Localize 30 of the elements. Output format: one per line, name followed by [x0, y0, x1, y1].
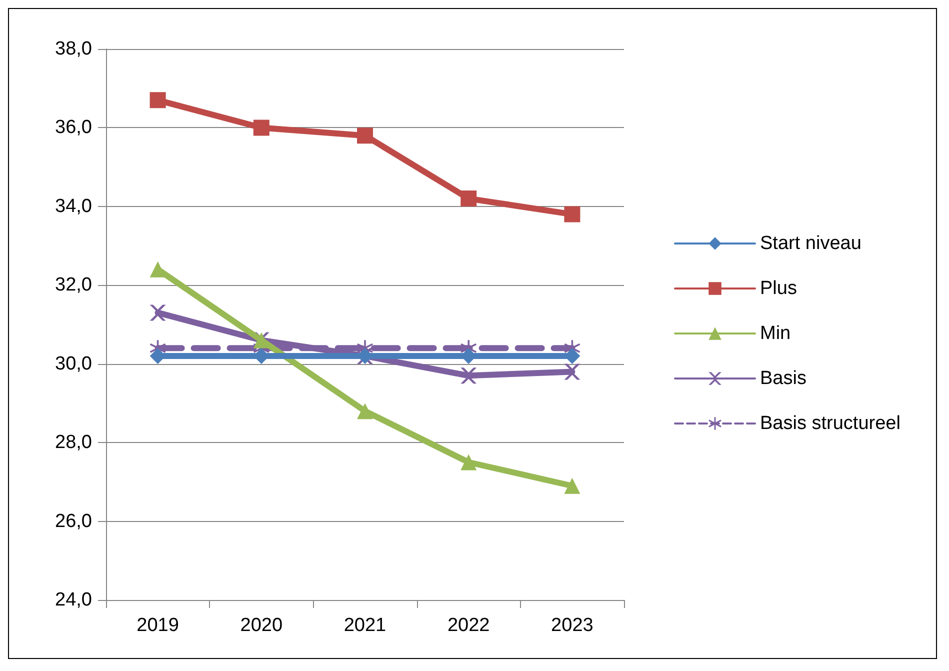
point: [460, 190, 477, 207]
point: [460, 368, 477, 384]
point: [253, 120, 270, 136]
legend-label: Plus: [760, 278, 797, 299]
y-tick-label: 34,0: [55, 196, 92, 217]
point: [357, 403, 373, 420]
point: [564, 478, 580, 494]
x-tick-label: 2019: [136, 615, 179, 636]
x-tick-label: 2023: [551, 615, 594, 636]
point: [150, 261, 166, 278]
x-tick-label: 2022: [447, 615, 490, 636]
y-tick-label: 26,0: [55, 510, 92, 532]
x-tick-label: 2020: [240, 615, 283, 636]
y-tick-label: 28,0: [55, 432, 92, 454]
point: [150, 304, 166, 321]
y-tick-label: 30,0: [55, 353, 92, 374]
x-tick-label: 2021: [344, 615, 386, 636]
y-tick-label: 24,0: [55, 590, 92, 610]
point: [564, 206, 580, 222]
point: [150, 92, 166, 108]
legend-label: Min: [760, 323, 791, 344]
point: [460, 454, 477, 470]
point: [357, 128, 373, 144]
y-tick-label: 38,0: [55, 38, 92, 60]
legend-label: Start niveau: [760, 233, 862, 254]
legend-label: Basis: [760, 368, 806, 389]
legend-label: Basis structureel: [760, 413, 900, 434]
point: [564, 364, 580, 380]
y-tick-label: 36,0: [55, 117, 92, 138]
y-tick-label: 32,0: [55, 274, 92, 296]
